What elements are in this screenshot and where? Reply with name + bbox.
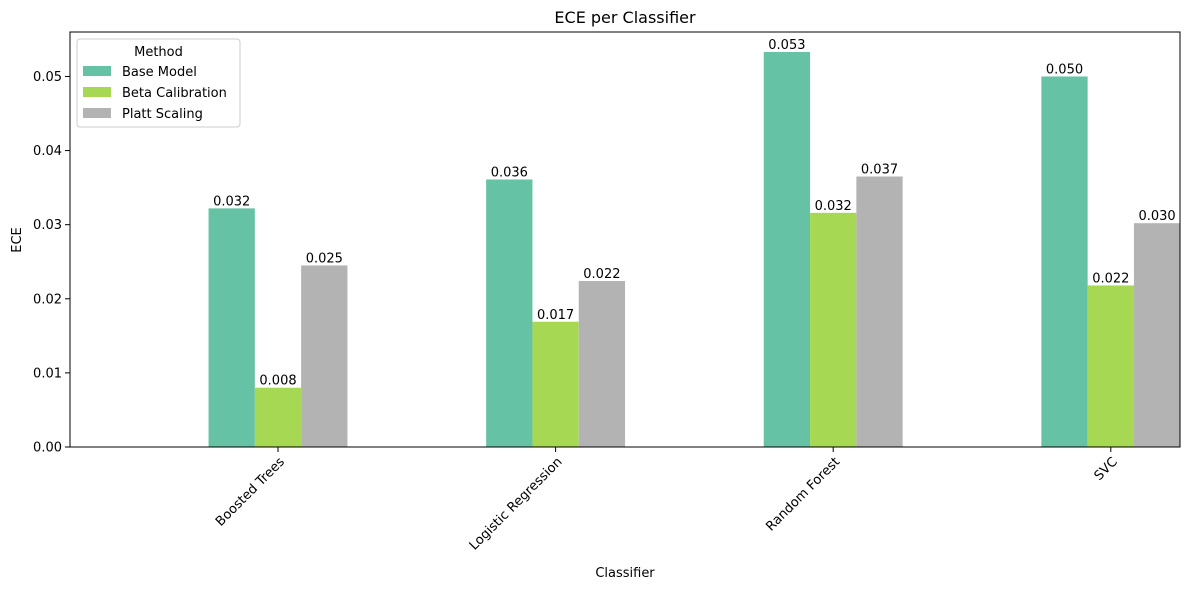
legend-entry-label: Platt Scaling — [122, 107, 203, 122]
legend: Method Base Model Beta Calibration Platt Sc… — [76, 38, 241, 128]
bar-value-label: 0.008 — [259, 374, 296, 389]
legend-swatch — [83, 108, 111, 118]
bar[interactable] — [1041, 76, 1088, 447]
legend-swatch — [83, 87, 111, 97]
bar[interactable] — [254, 387, 302, 447]
bar-value-label: 0.022 — [1092, 271, 1129, 286]
plot-area: 0.00 0.01 0.02 0.03 0.04 0.05 0.032 0.008 0.025 B… — [33, 38, 1181, 554]
legend-entry-label: Base Model — [122, 65, 197, 80]
bar[interactable] — [1133, 223, 1181, 447]
bar[interactable] — [532, 321, 579, 447]
bar[interactable] — [810, 212, 857, 447]
bar[interactable] — [208, 208, 255, 447]
bar[interactable] — [301, 265, 348, 447]
bar[interactable] — [763, 52, 811, 447]
bar-value-label: 0.032 — [815, 199, 852, 214]
y-axis-title: ECE — [10, 227, 25, 253]
legend-title: Method — [134, 45, 183, 60]
x-axis-title: Classifier — [595, 566, 655, 581]
bar[interactable] — [1087, 285, 1134, 447]
legend-swatch — [83, 66, 111, 76]
y-tick-label: 0.02 — [33, 292, 62, 307]
bar[interactable] — [578, 281, 626, 447]
y-tick-label: 0.00 — [33, 441, 62, 456]
bar-value-label: 0.036 — [491, 165, 528, 180]
chart-title: ECE per Classifier — [554, 8, 696, 27]
y-tick-label: 0.03 — [33, 218, 62, 233]
y-tick-label: 0.04 — [33, 144, 62, 159]
legend-entry-label: Beta Calibration — [122, 86, 227, 101]
bar[interactable] — [856, 176, 903, 448]
x-tick-label: Logistic Regression — [467, 455, 566, 554]
x-tick-label: Random Forest — [763, 455, 843, 535]
plot-frame — [69, 31, 1181, 448]
y-tick-label: 0.05 — [33, 70, 62, 85]
bar-value-label: 0.053 — [768, 38, 805, 53]
y-tick-label: 0.01 — [33, 366, 62, 381]
bar-value-label: 0.025 — [306, 251, 343, 266]
bar[interactable] — [486, 179, 533, 448]
bar-value-label: 0.022 — [583, 267, 620, 282]
bar-value-label: 0.032 — [213, 194, 250, 209]
bar-value-label: 0.037 — [861, 163, 898, 178]
bar-value-label: 0.050 — [1046, 62, 1083, 77]
bar-value-label: 0.017 — [537, 308, 574, 323]
bar-value-label: 0.030 — [1138, 209, 1175, 224]
legend-box — [76, 38, 241, 128]
x-tick-label: SVC — [1092, 455, 1121, 484]
x-tick-label: Boosted Trees — [213, 454, 288, 529]
